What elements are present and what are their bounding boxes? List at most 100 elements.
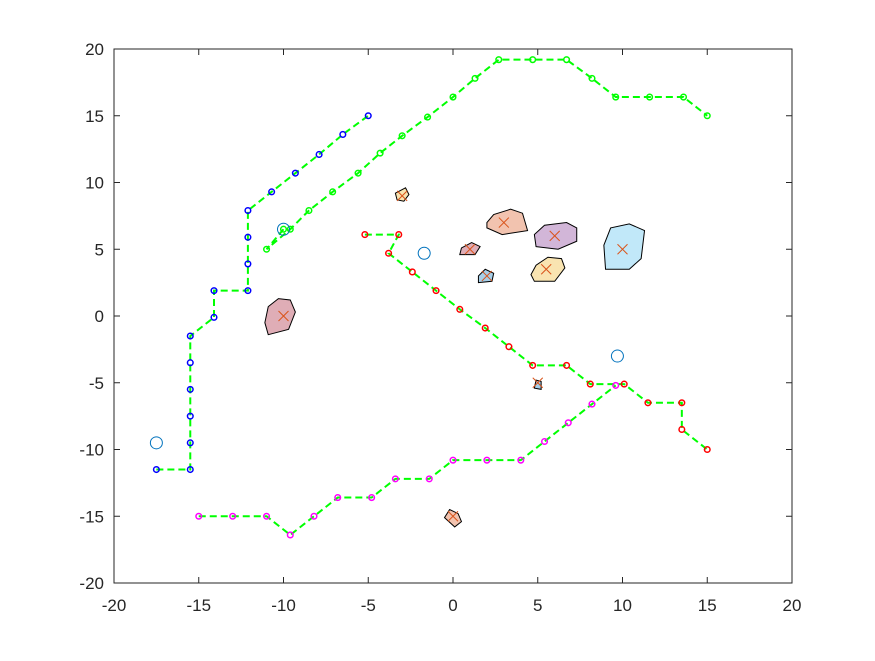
waypoint-marker <box>210 287 218 295</box>
waypoint-marker <box>563 361 571 369</box>
waypoint-marker <box>368 494 376 502</box>
path-line <box>364 233 708 451</box>
waypoint-marker <box>279 225 288 233</box>
x-tick-label: -15 <box>186 596 211 615</box>
waypoint-marker <box>263 512 271 520</box>
obstacle-center-marker <box>278 310 289 322</box>
agent-circle-marker <box>610 349 624 363</box>
waypoint-marker <box>263 245 271 253</box>
obstacle-center-marker <box>549 230 561 242</box>
waypoint-marker <box>152 465 160 474</box>
waypoint-marker <box>424 113 432 121</box>
waypoint-marker <box>471 74 479 82</box>
y-tick-label: 10 <box>85 174 104 193</box>
waypoint-marker <box>186 359 194 367</box>
obstacle-center-marker <box>481 270 493 282</box>
y-tick-label: -5 <box>89 374 104 393</box>
agent-circle-marker <box>417 246 431 260</box>
waypoint-marker <box>588 400 596 408</box>
waypoint-marker <box>186 332 194 340</box>
waypoint-marker <box>361 231 369 239</box>
path-group <box>152 56 711 539</box>
axes-box <box>113 48 793 584</box>
waypoint-marker <box>679 93 688 101</box>
waypoint-marker <box>588 74 596 82</box>
obstacle-center-marker <box>532 377 544 389</box>
obstacle <box>264 298 296 336</box>
x-tick-label: -5 <box>361 596 376 615</box>
waypoint-marker <box>449 456 457 464</box>
waypoint-marker <box>586 380 594 388</box>
agent-circle-marker <box>149 436 163 450</box>
waypoint-marker <box>186 439 194 447</box>
waypoint-marker <box>678 425 686 434</box>
x-tick-label: -10 <box>271 596 296 615</box>
waypoint-marker <box>564 419 572 427</box>
waypoint-marker <box>563 56 571 64</box>
path-line <box>156 114 369 471</box>
obstacle <box>603 223 646 270</box>
waypoint-marker <box>354 169 362 177</box>
x-tick-label: -20 <box>102 596 127 615</box>
axes-background <box>114 49 792 583</box>
waypoint-marker <box>385 249 393 257</box>
obstacle-center-marker <box>498 217 510 228</box>
waypoint-marker <box>339 130 347 138</box>
y-tick-label: -20 <box>79 574 104 593</box>
waypoint-marker <box>305 206 313 215</box>
obstacle-group <box>264 187 646 528</box>
waypoint-marker <box>703 445 711 454</box>
waypoint-marker <box>495 56 503 64</box>
waypoint-marker <box>186 385 194 393</box>
x-tick-label: 20 <box>783 596 802 615</box>
waypoint-marker <box>644 399 652 407</box>
waypoint-marker <box>364 112 372 120</box>
waypoint-marker <box>398 132 406 140</box>
waypoint-marker <box>646 93 654 101</box>
waypoint-marker <box>210 313 218 321</box>
waypoint-marker <box>286 225 294 233</box>
waypoint-marker <box>540 437 549 446</box>
waypoint-marker <box>286 531 294 539</box>
waypoint-marker <box>456 305 464 313</box>
waypoint-marker <box>395 231 403 239</box>
x-tick-label: 15 <box>698 596 717 615</box>
waypoint-marker <box>186 412 194 420</box>
waypoint-marker <box>529 361 537 369</box>
waypoint-marker <box>376 149 384 157</box>
y-tick-label: -15 <box>79 507 104 526</box>
y-tick-label: 20 <box>85 40 104 59</box>
waypoint-marker <box>483 456 491 464</box>
y-tick-label: 15 <box>85 107 104 126</box>
obstacle <box>486 208 529 236</box>
waypoint-marker <box>229 512 237 520</box>
waypoint-marker <box>310 512 318 520</box>
path-line <box>198 384 617 537</box>
waypoint-marker <box>612 93 620 101</box>
waypoint-marker <box>408 268 416 276</box>
obstacle <box>533 379 542 391</box>
waypoint-marker <box>244 206 252 215</box>
waypoint-marker <box>186 465 194 474</box>
obstacle-center-marker <box>464 243 476 255</box>
obstacle-center-marker <box>617 243 628 255</box>
waypoint-marker <box>529 56 537 64</box>
obstacle-center-marker <box>540 263 552 275</box>
waypoint-marker <box>678 399 686 407</box>
path-line <box>265 58 708 251</box>
waypoint-marker <box>620 380 628 388</box>
y-tick-label: 5 <box>95 240 104 259</box>
waypoint-marker <box>334 494 342 502</box>
waypoint-marker <box>517 456 525 464</box>
x-tick-label: 10 <box>613 596 632 615</box>
waypoint-marker <box>425 475 433 483</box>
waypoint-marker <box>315 150 323 159</box>
waypoint-marker <box>195 512 203 520</box>
obstacle <box>443 508 463 528</box>
waypoint-marker <box>268 188 276 196</box>
waypoint-marker <box>703 112 711 120</box>
waypoint-marker <box>449 93 457 101</box>
obstacle <box>533 222 578 250</box>
waypoint-marker <box>505 343 513 351</box>
